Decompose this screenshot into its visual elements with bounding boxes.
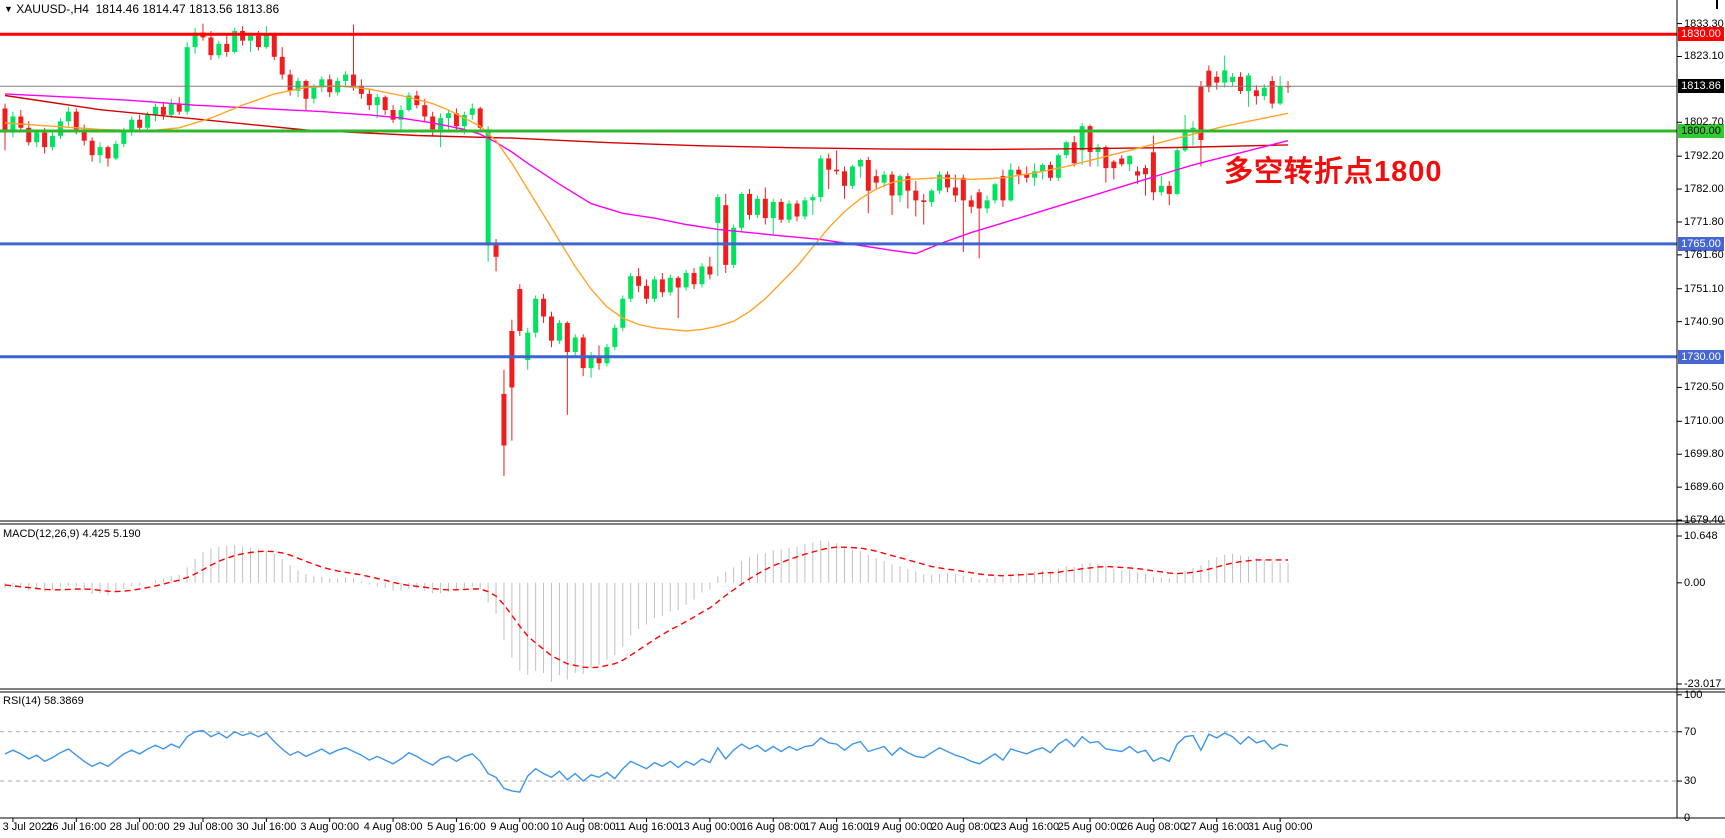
- symbol-timeframe: XAUUSD-,H4: [16, 2, 89, 16]
- time-axis-label: 20 Aug 08:00: [930, 821, 996, 833]
- time-axis-label: 11 Aug 16:00: [614, 821, 679, 833]
- time-axis-label: 13 Aug 00:00: [677, 821, 743, 833]
- rsi-axis-label: 70: [1684, 725, 1697, 738]
- price-axis-label: 1751.10: [1684, 282, 1724, 295]
- time-axis-label: 29 Jul 08:00: [173, 821, 233, 833]
- time-axis-label: 5 Aug 16:00: [427, 821, 486, 833]
- macd-axis-label: 0.00: [1684, 576, 1706, 589]
- price-level-badge: 1730.00: [1678, 349, 1724, 364]
- macd-histogram: [4, 540, 1289, 682]
- price-axis-label: 1782.00: [1684, 183, 1724, 196]
- time-axis-label: 25 Aug 00:00: [1057, 821, 1123, 833]
- time-axis-label: 3 Jul 2021: [2, 821, 54, 833]
- price-level-badge: 1765.00: [1678, 236, 1724, 251]
- rsi-axis-label: 100: [1684, 688, 1703, 701]
- time-axis-label: 16 Aug 08:00: [740, 821, 806, 833]
- rsi-axis-label: 0: [1684, 812, 1691, 824]
- price-axis-label: 1771.80: [1684, 215, 1724, 228]
- annotation-text: 多空转折点1800: [1224, 156, 1443, 188]
- time-axis-label: 26 Aug 08:00: [1120, 821, 1186, 833]
- price-axis-label: 1802.70: [1684, 116, 1724, 129]
- time-axis-label: 17 Aug 16:00: [804, 821, 870, 833]
- price-axis-label: 1710.00: [1684, 415, 1724, 428]
- time-axis-label: 23 Aug 16:00: [994, 821, 1060, 833]
- collapse-indicator-icon[interactable]: ▼: [4, 4, 13, 14]
- price-axis-label: 1740.90: [1684, 315, 1724, 328]
- price-axis-label: 1679.40: [1684, 514, 1724, 527]
- rsi-axis-label: 30: [1684, 775, 1697, 788]
- panel-borders: [0, 520, 1725, 819]
- time-axis-label: 26 Jul 16:00: [46, 821, 107, 833]
- ma-red-line: [4, 94, 1289, 151]
- price-axis-label: 1833.30: [1684, 17, 1724, 30]
- price-level-badge: 1800.00: [1678, 124, 1724, 138]
- ma-magenta-line: [4, 93, 1289, 255]
- price-axis-label: 1823.10: [1684, 50, 1724, 63]
- time-axis-label: 28 Jul 00:00: [109, 821, 170, 833]
- macd-axis-label: -23.017: [1684, 677, 1722, 690]
- price-axis-label: 1699.80: [1684, 448, 1724, 461]
- time-axis-label: 3 Aug 00:00: [300, 821, 360, 833]
- macd-indicator-label: MACD(12,26,9) 4.425 5.190: [3, 528, 141, 540]
- price-axis-label: 1689.60: [1684, 481, 1724, 494]
- rsi-indicator-label: RSI(14) 58.3869: [3, 695, 84, 707]
- time-axis-label: 27 Aug 16:00: [1184, 821, 1250, 833]
- price-axis-label: 1761.60: [1684, 248, 1724, 261]
- price-level-badge: 1830.00: [1678, 27, 1724, 42]
- time-axis-label: 9 Aug 00:00: [490, 821, 550, 833]
- time-axis-label: 31 Aug 00:00: [1247, 821, 1313, 833]
- time-axis-label: 10 Aug 08:00: [550, 821, 616, 833]
- time-axis-label: 30 Jul 16:00: [236, 821, 297, 833]
- price-axis-label: 1792.20: [1684, 150, 1724, 163]
- time-axis-label: 4 Aug 08:00: [363, 821, 423, 833]
- ohlc-values: 1814.46 1814.47 1813.56 1813.86: [95, 2, 280, 16]
- macd-axis-label: 10.648: [1684, 530, 1718, 542]
- rsi-line: [4, 729, 1289, 793]
- price-axis-label: 1720.50: [1684, 381, 1724, 394]
- symbol-ohlc-info: ▼ XAUUSD-,H4 1814.46 1814.47 1813.56 181…: [4, 2, 279, 16]
- price-level-badge: 1813.86: [1678, 79, 1724, 94]
- candles-layer[interactable]: [2, 23, 1291, 477]
- time-axis-label: 19 Aug 00:00: [867, 821, 933, 833]
